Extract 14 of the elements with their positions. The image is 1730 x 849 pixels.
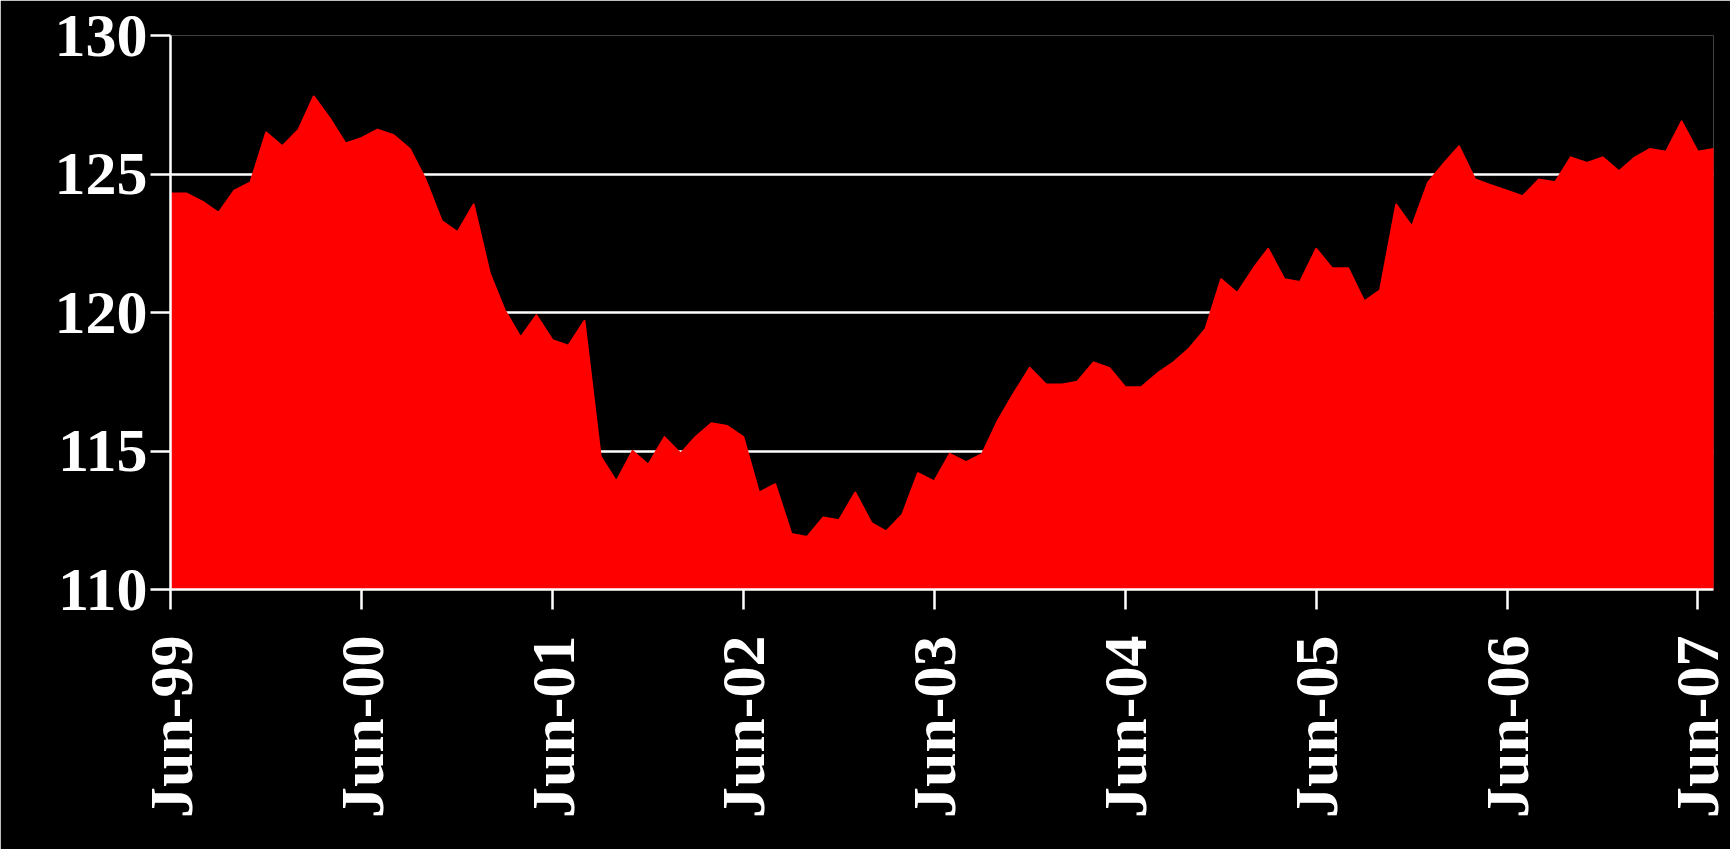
y-tick-label: 120 — [54, 277, 148, 346]
x-tick-label: Jun-03 — [900, 635, 969, 819]
x-tick-label: Jun-00 — [327, 635, 396, 819]
y-tick-label: 115 — [57, 416, 148, 484]
y-tick-label: 130 — [54, 0, 148, 69]
y-tick-label: 125 — [54, 139, 148, 207]
x-tick-label: Jun-07 — [1662, 635, 1730, 819]
x-tick-label: Jun-05 — [1282, 635, 1351, 819]
x-tick-label: Jun-04 — [1091, 635, 1160, 819]
x-tick-label: Jun-01 — [518, 635, 587, 819]
x-tick-label: Jun-99 — [136, 635, 205, 819]
x-tick-label: Jun-06 — [1473, 635, 1542, 819]
y-tick-label: 110 — [57, 554, 148, 623]
x-tick-label: Jun-02 — [709, 635, 778, 819]
